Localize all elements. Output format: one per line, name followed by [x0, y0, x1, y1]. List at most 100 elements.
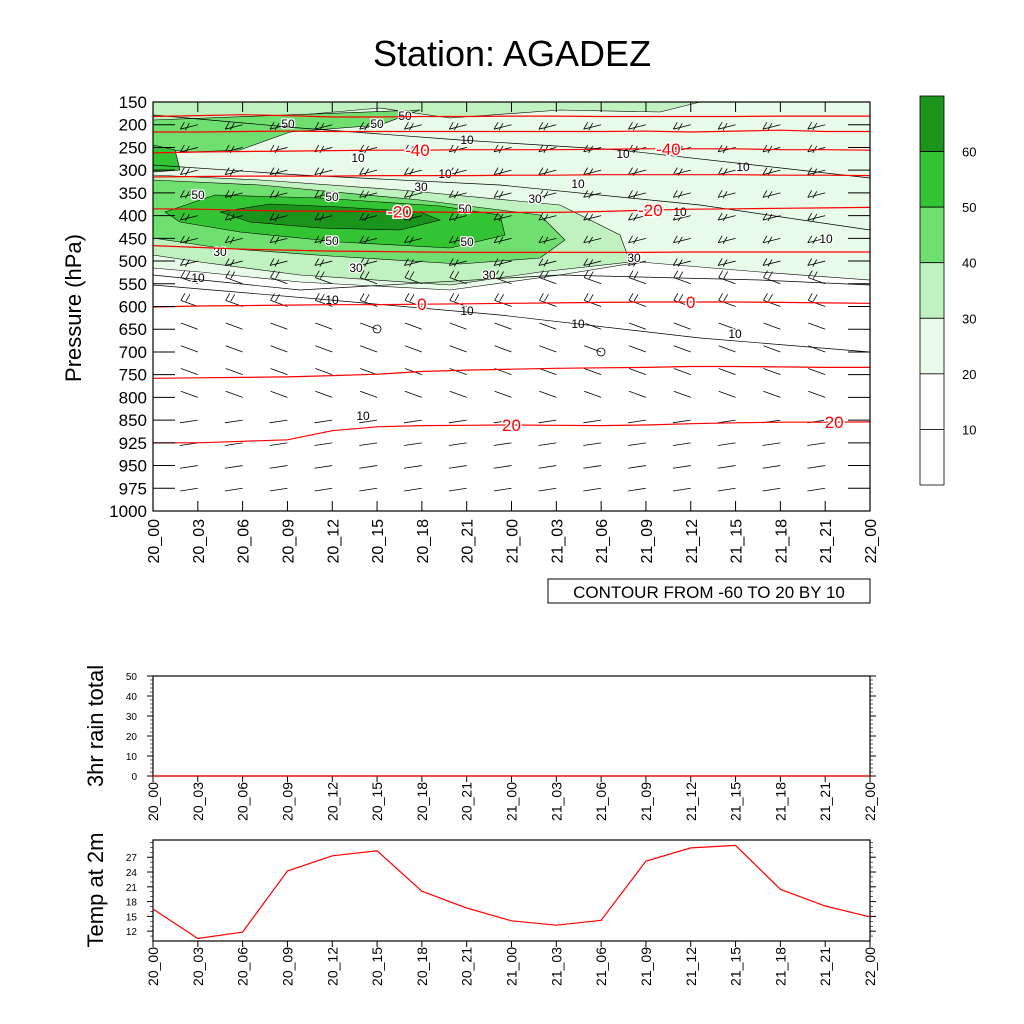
wind-barb-flag — [717, 212, 723, 221]
temp-time-label: 21_03 — [548, 947, 564, 986]
wind-barb — [270, 390, 288, 398]
time-tick-label: 21_12 — [684, 519, 701, 564]
wind-barb — [269, 260, 288, 266]
wind-barb-flag — [359, 235, 364, 243]
wind-barb-flag — [677, 259, 683, 267]
wind-barb-flag — [538, 190, 544, 198]
wind-barb-flag — [448, 190, 454, 198]
wind-barb-flag — [364, 145, 369, 154]
wind-barb-flag — [722, 213, 728, 222]
wind-barb-flag — [807, 190, 813, 198]
wind-barb-flag — [807, 258, 813, 266]
wind-barb-flag — [404, 121, 409, 130]
humidity-contour-label: 10 — [356, 409, 370, 423]
humidity-contour-line — [152, 114, 871, 179]
wind-barb-flag — [762, 190, 768, 198]
wind-barb-flag — [807, 293, 813, 301]
wind-barb — [180, 169, 198, 176]
wind-barb — [225, 215, 243, 221]
wind-barb — [493, 419, 512, 424]
wind-barb-flag — [583, 121, 589, 130]
colorbar-label: 10 — [962, 422, 976, 437]
wind-barb — [718, 299, 736, 307]
pressure-tick-label: 950 — [119, 457, 147, 476]
temperature-contour--40 — [152, 114, 870, 118]
wind-barb-flag — [762, 167, 768, 175]
wind-barb-flag — [409, 122, 414, 131]
temp-tick-label: 18 — [126, 898, 138, 909]
wind-barb-flag — [583, 258, 589, 266]
wind-barb-flag — [364, 294, 370, 302]
wind-barb-flag — [185, 236, 190, 244]
wind-barb — [762, 169, 781, 176]
wind-barb-flag — [269, 212, 275, 221]
wind-barb — [449, 124, 467, 130]
wind-barb — [360, 390, 378, 398]
calm-wind-circle — [596, 347, 606, 357]
wind-barb — [404, 487, 422, 492]
wind-barb-flag — [678, 294, 684, 302]
wind-barb-flag — [588, 191, 594, 199]
wind-barb — [269, 169, 288, 176]
wind-barb — [762, 487, 781, 492]
wind-barb — [404, 390, 423, 398]
wind-barb-flag — [409, 145, 414, 154]
colorbar-box — [919, 206, 945, 264]
wind-barb-flag — [677, 236, 683, 244]
wind-barb — [717, 419, 736, 424]
wind-barb-flag — [180, 212, 185, 221]
temp-time-label: 21_12 — [683, 947, 699, 986]
wind-barb-flag — [718, 293, 724, 301]
wind-barb-flag — [807, 270, 813, 278]
wind-barb — [269, 465, 288, 469]
wind-barb — [808, 299, 826, 307]
wind-barb — [673, 237, 691, 244]
wind-barb — [270, 277, 288, 285]
wind-barb — [404, 215, 422, 221]
wind-barb-flag — [359, 212, 364, 221]
temp-time-label: 20_03 — [190, 947, 206, 986]
wind-barb-flag — [588, 294, 594, 302]
wind-barb-flag — [723, 294, 729, 302]
temp-time-label: 21_15 — [728, 947, 744, 986]
wind-barb-flag — [588, 271, 594, 279]
time-tick-label: 20_09 — [280, 519, 297, 564]
temp-time-label: 21_09 — [638, 947, 654, 986]
colorbar-label: 60 — [962, 145, 976, 160]
wind-barb-flag — [274, 259, 280, 267]
wind-barb-flag — [225, 270, 231, 278]
wind-barb-flag — [672, 235, 678, 243]
wind-barb — [763, 345, 781, 353]
humidity-contour-label: 30 — [414, 180, 428, 194]
wind-barb-flag — [768, 271, 773, 279]
wind-barb — [404, 465, 422, 469]
wind-barb — [539, 322, 557, 330]
wind-barb — [494, 322, 512, 330]
wind-barb — [404, 442, 422, 446]
temperature-axis-label: Temp at 2m — [83, 833, 108, 948]
wind-barb — [180, 147, 198, 153]
temperature-contour-0 — [152, 301, 871, 308]
wind-barb-flag — [275, 271, 280, 279]
humidity-contour-label: 50 — [191, 188, 205, 202]
wind-barb — [448, 442, 467, 446]
colorbar: 10 20 30 40 50 60 — [919, 95, 976, 486]
wind-barb-flag — [448, 235, 454, 243]
wind-barb — [583, 192, 602, 198]
wind-barb — [314, 442, 333, 446]
temp-time-label: 20_18 — [414, 947, 430, 986]
wind-barb-flag — [230, 271, 236, 279]
wind-barb — [583, 487, 602, 492]
wind-barb-flag — [229, 191, 235, 199]
temp-time-label: 22_00 — [862, 947, 878, 986]
wind-barb — [225, 192, 243, 198]
wind-barb-flag — [633, 259, 638, 267]
humidity-contour-label: 10 — [460, 133, 474, 147]
temp-tick-label: 27 — [126, 853, 138, 864]
wind-barb — [583, 237, 602, 244]
wind-barb-flag — [633, 236, 638, 244]
temp-tick-label: 15 — [126, 912, 138, 923]
wind-barb-flag — [583, 293, 589, 301]
wind-barb — [269, 442, 288, 446]
temp-time-label: 20_09 — [279, 947, 295, 986]
